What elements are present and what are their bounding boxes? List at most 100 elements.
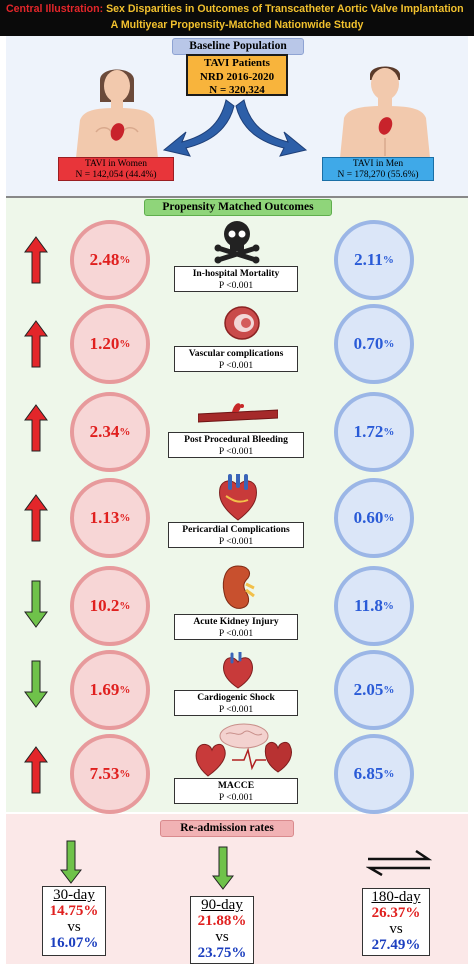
illustration-subtitle: A Multiyear Propensity-Matched Nationwid… (110, 19, 364, 31)
baseline-title: Baseline Population (172, 38, 304, 55)
percent-sign: % (383, 684, 395, 696)
percent-sign: % (383, 426, 395, 438)
outcome-p-value: P <0.001 (218, 446, 254, 457)
up-arrow-icon (24, 746, 48, 794)
women-value-circle: 10.2% (70, 566, 150, 646)
outcome-p-value: P <0.001 (218, 360, 254, 371)
men-value-circle: 1.72% (334, 392, 414, 472)
women-value: 1.20 (89, 334, 120, 353)
outcome-label-box: Pericardial Complications P <0.001 (168, 522, 304, 548)
up-arrow-icon (24, 320, 48, 368)
percent-sign: % (119, 426, 131, 438)
readmission-men-rate: 23.75% (197, 945, 247, 961)
split-arrows-icon (162, 99, 308, 157)
readmission-vs: vs (389, 921, 403, 937)
outcome-p-value: P <0.001 (218, 704, 254, 715)
down-arrow-icon (212, 846, 234, 890)
percent-sign: % (119, 338, 131, 350)
outcome-label-box: Vascular complications P <0.001 (174, 346, 298, 372)
women-value: 7.53 (89, 764, 120, 783)
readmission-vs: vs (215, 929, 229, 945)
kidney-icon (222, 565, 255, 609)
header-line-1: Central Illustration: Sex Disparities in… (6, 3, 464, 15)
outcome-label-box: Post Procedural Bleeding P <0.001 (168, 432, 304, 458)
readmission-women-rate: 21.88% (197, 913, 247, 929)
outcome-name: Vascular complications (188, 348, 284, 359)
percent-sign: % (383, 768, 395, 780)
women-label: TAVI in Women (85, 159, 147, 169)
men-value: 11.8 (354, 596, 383, 615)
outcome-name: MACCE (217, 780, 255, 791)
percent-sign: % (119, 768, 131, 780)
tavi-box-line-1: TAVI Patients (204, 57, 270, 69)
men-value-circle: 2.11% (334, 220, 414, 300)
readmission-women-rate: 14.75% (49, 903, 99, 919)
outcome-name: Acute Kidney Injury (193, 616, 279, 627)
readmission-title: Re-admission rates (160, 820, 294, 837)
women-value-circle: 2.34% (70, 392, 150, 472)
skull-crossbones-icon (214, 221, 260, 264)
up-arrow-icon (24, 236, 48, 284)
men-label-box: TAVI in Men N = 178,270 (55.6%) (322, 157, 434, 181)
women-value: 1.13 (89, 508, 120, 527)
outcomes-title: Propensity Matched Outcomes (144, 199, 332, 216)
outcome-name: In-hospital Mortality (192, 268, 280, 279)
readmission-vs: vs (67, 919, 81, 935)
men-value: 0.60 (353, 508, 384, 527)
percent-sign: % (119, 512, 131, 524)
outcome-p-value: P <0.001 (218, 792, 254, 803)
men-label: TAVI in Men (352, 159, 404, 169)
tavi-total-box: TAVI Patients NRD 2016-2020 N = 320,324 (186, 54, 288, 96)
men-value-circle: 11.8% (334, 566, 414, 646)
outcome-p-value: P <0.001 (218, 628, 254, 639)
header: Central Illustration: Sex Disparities in… (0, 0, 474, 36)
men-value-circle: 0.70% (334, 304, 414, 384)
readmission-day: 90-day (201, 897, 243, 913)
percent-sign: % (382, 600, 394, 612)
percent-sign: % (119, 254, 131, 266)
men-value: 6.85 (353, 764, 384, 783)
percent-sign: % (119, 684, 131, 696)
women-value-circle: 2.48% (70, 220, 150, 300)
women-count: N = 142,054 (44.4%) (75, 170, 157, 180)
outcome-label-box: In-hospital Mortality P <0.001 (174, 266, 298, 292)
men-count: N = 178,270 (55.6%) (337, 170, 419, 180)
outcome-label-box: Acute Kidney Injury P <0.001 (174, 614, 298, 640)
outcome-name: Pericardial Complications (182, 524, 290, 535)
illustration-title: Sex Disparities in Outcomes of Transcath… (106, 3, 464, 15)
readmission-90-day-box: 90-day 21.88% vs 23.75% (190, 896, 254, 964)
percent-sign: % (383, 512, 395, 524)
readmission-men-rate: 27.49% (371, 937, 421, 953)
illustration-label: Central Illustration: (6, 3, 104, 15)
down-arrow-icon (24, 580, 48, 628)
men-value: 0.70 (353, 334, 384, 353)
bleeding-vessel-icon (198, 403, 278, 423)
women-value: 2.48 (89, 250, 120, 269)
man-figure-icon (340, 66, 430, 158)
up-arrow-icon (24, 494, 48, 542)
women-value-circle: 7.53% (70, 734, 150, 814)
outcome-label-box: Cardiogenic Shock P <0.001 (174, 690, 298, 716)
women-value-circle: 1.69% (70, 650, 150, 730)
men-value: 2.11 (354, 250, 383, 269)
woman-figure-icon (76, 69, 158, 158)
women-value: 2.34 (89, 422, 120, 441)
heart-shock-icon (223, 652, 253, 689)
outcome-p-value: P <0.001 (218, 280, 254, 291)
women-value-circle: 1.20% (70, 304, 150, 384)
readmission-30-day-box: 30-day 14.75% vs 16.07% (42, 886, 106, 956)
vessel-icon (224, 306, 260, 340)
women-value-circle: 1.13% (70, 478, 150, 558)
readmission-men-rate: 16.07% (49, 935, 99, 951)
women-label-box: TAVI in Women N = 142,054 (44.4%) (58, 157, 174, 181)
tavi-box-line-3: N = 320,324 (209, 84, 265, 96)
readmission-day: 180-day (371, 889, 421, 905)
readmission-women-rate: 26.37% (371, 905, 421, 921)
outcome-p-value: P <0.001 (218, 536, 254, 547)
readmission-day: 30-day (53, 887, 95, 903)
percent-sign: % (383, 338, 395, 350)
equilibrium-arrows-icon (366, 850, 432, 876)
outcome-name: Cardiogenic Shock (197, 692, 275, 703)
men-value-circle: 6.85% (334, 734, 414, 814)
